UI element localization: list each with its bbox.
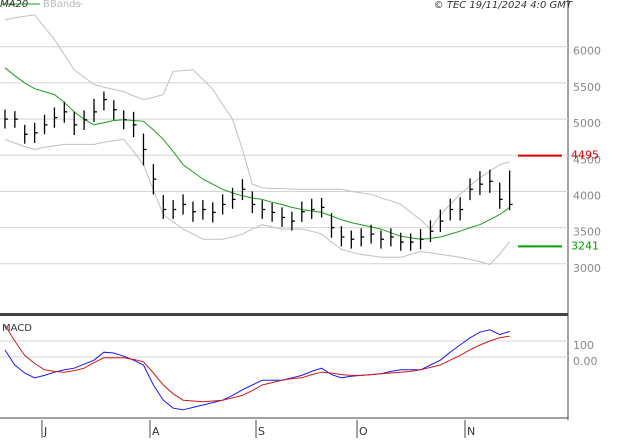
- y-tick-label: 3500: [573, 226, 601, 239]
- level-label: 4495: [571, 149, 599, 162]
- y-tick-label: 5000: [573, 117, 601, 130]
- y-tick-label: 6000: [573, 45, 601, 58]
- bollinger-upper: [4, 14, 510, 230]
- y-tick-label: 100: [573, 339, 594, 352]
- macd-title: MACD: [2, 323, 32, 334]
- x-tick-label: O: [359, 425, 368, 438]
- y-tick-label: 3000: [573, 262, 601, 275]
- copyright: © TEC 19/11/2024 4:0 GMT: [434, 0, 573, 11]
- level-label: 3241: [571, 239, 599, 252]
- y-tick-label: 4500: [573, 153, 601, 166]
- macd-line: [4, 329, 510, 411]
- y-tick-label: 4000: [573, 189, 601, 202]
- legend-bbands: BBands: [43, 0, 81, 10]
- legend-ma: MA20: [0, 0, 28, 10]
- ma20-line: [4, 67, 510, 240]
- macd-line: [4, 324, 510, 403]
- y-tick-label: 0.00: [573, 355, 598, 368]
- y-tick-label: 5500: [573, 81, 601, 94]
- x-tick-label: J: [43, 425, 47, 438]
- x-tick-label: A: [152, 425, 160, 438]
- x-tick-label: N: [467, 425, 475, 438]
- bollinger-lower: [4, 138, 510, 266]
- x-tick-label: S: [258, 425, 265, 438]
